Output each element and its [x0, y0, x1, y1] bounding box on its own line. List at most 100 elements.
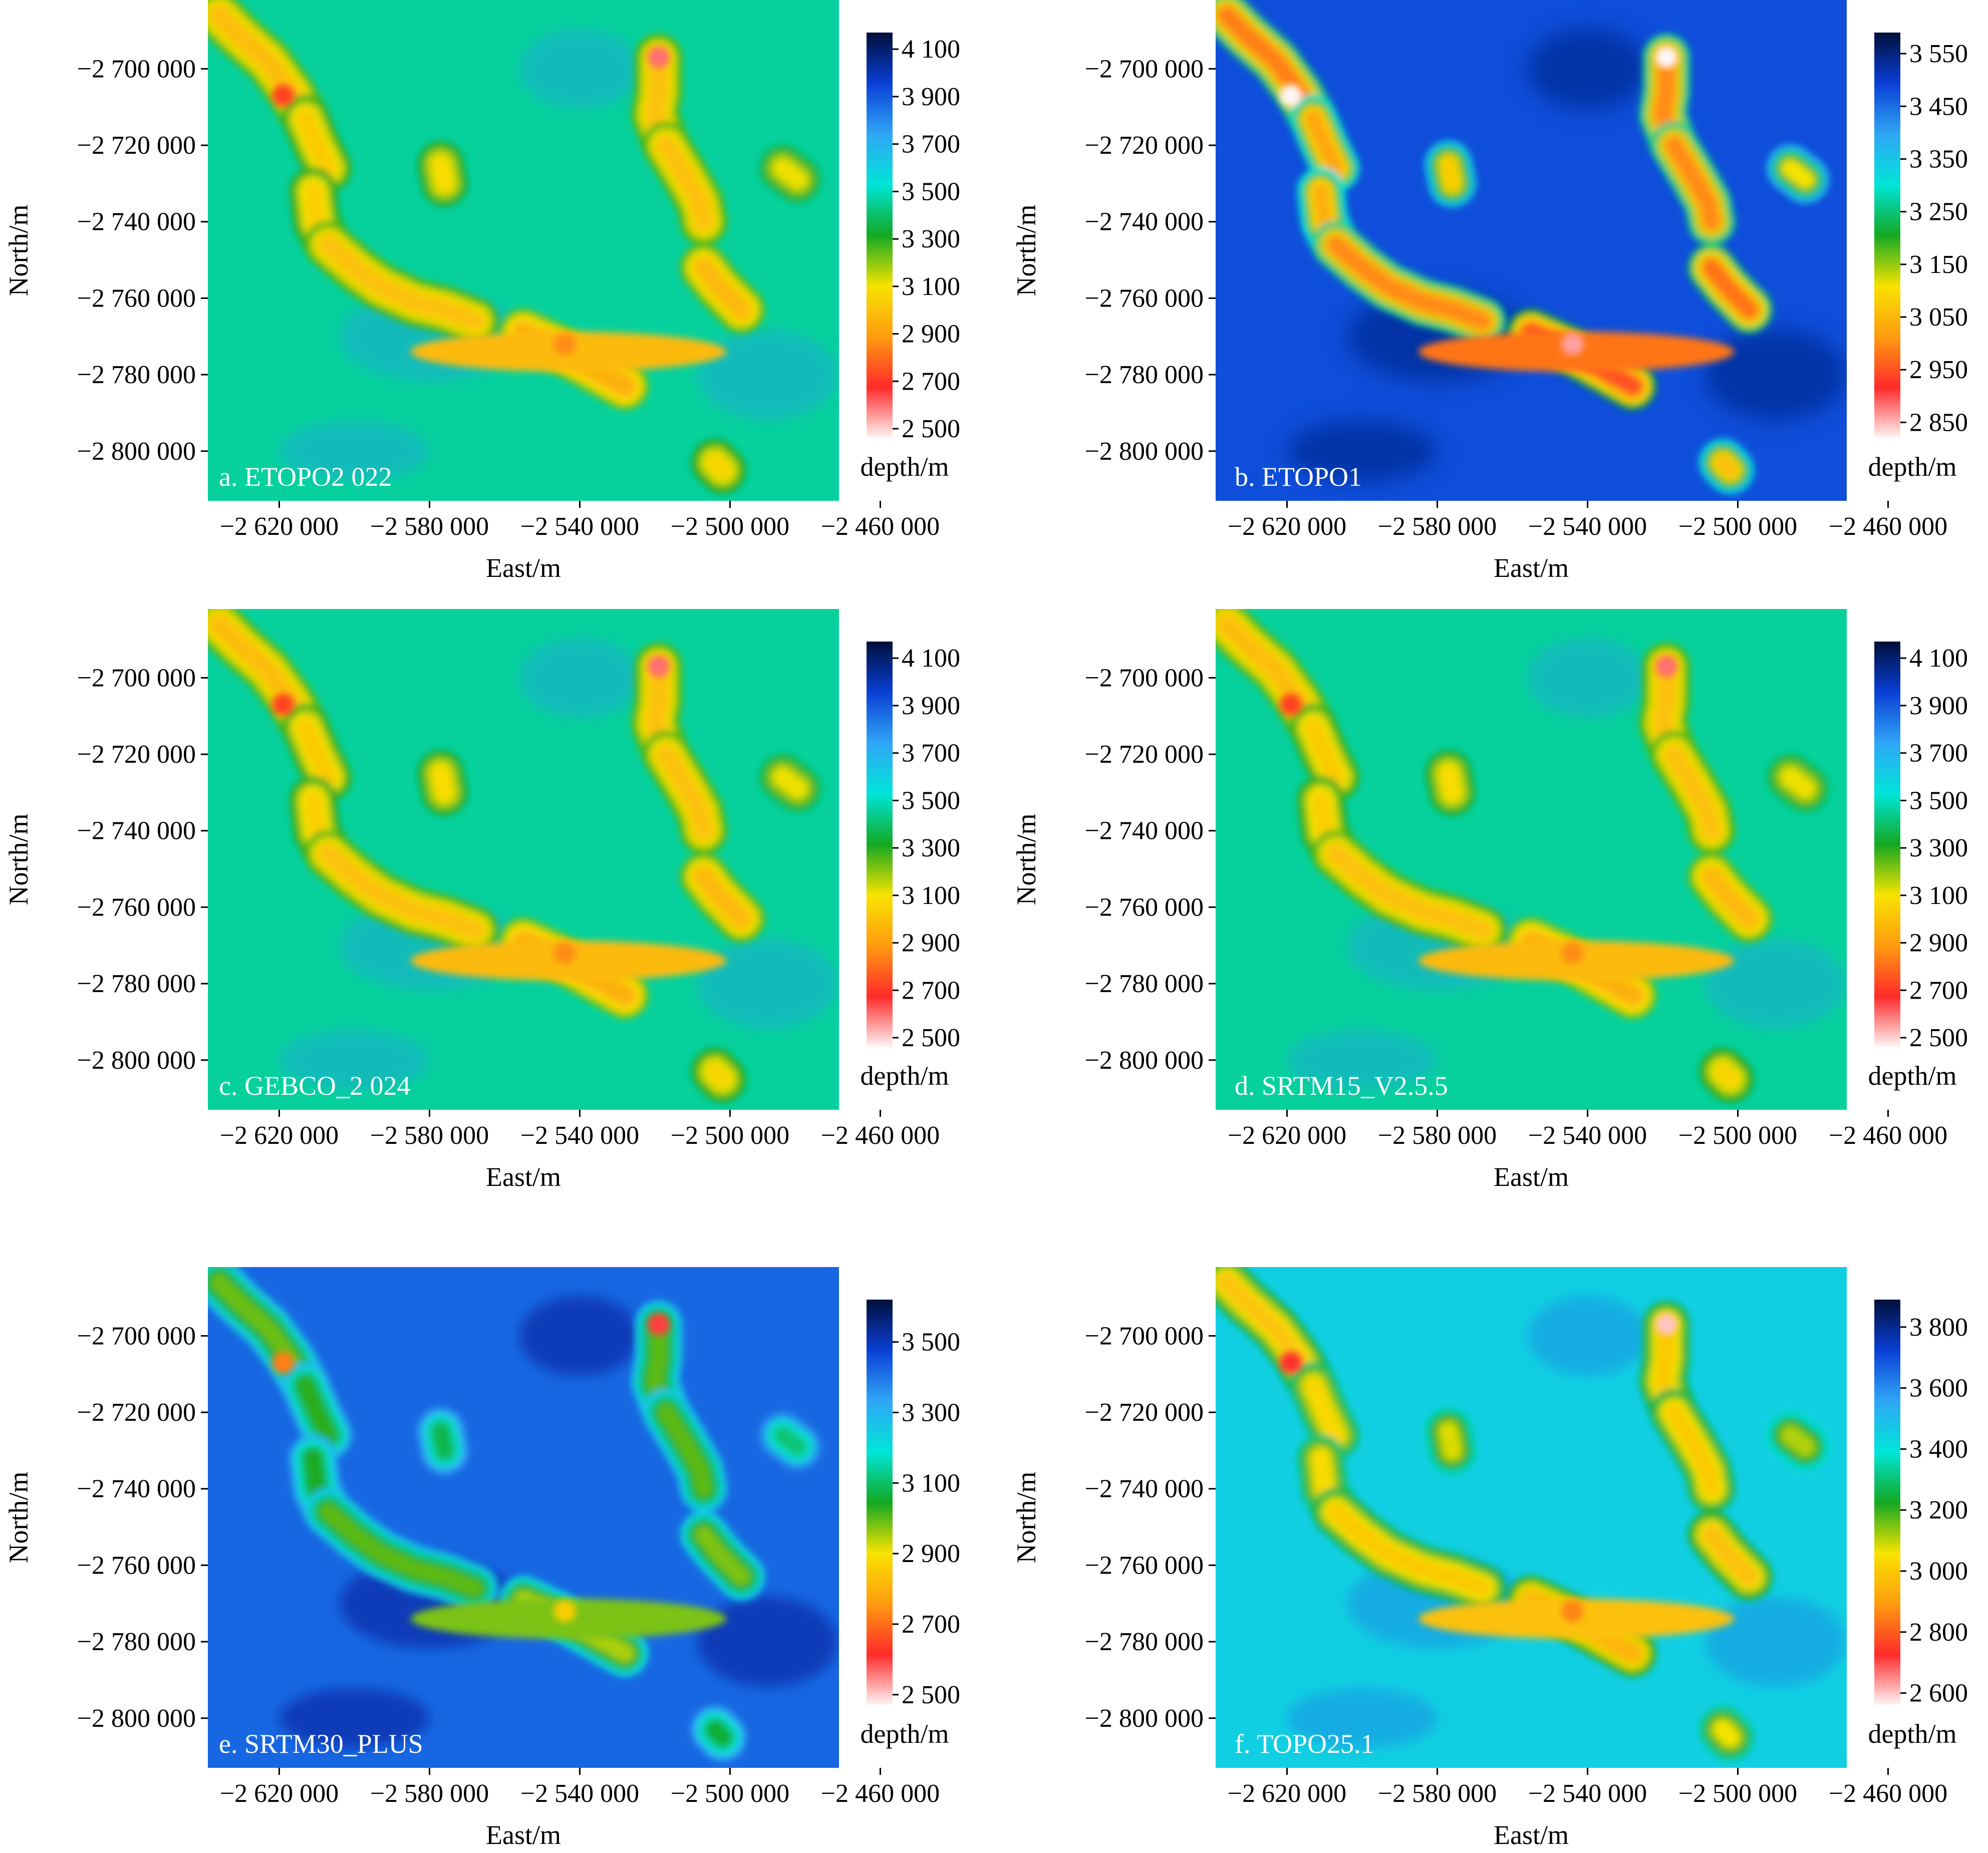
colorbar — [1874, 1300, 1900, 1705]
seamount-small-center — [1440, 765, 1461, 801]
colorbar-tick-label: 3 100 — [902, 1469, 960, 1497]
panel-c-gebco: c. GEBCO_2 024 −2 700 000 −2 720 000 −2 74… — [4, 609, 960, 1192]
colorbar-tick-label: 2 500 — [902, 415, 960, 443]
deep-basin — [519, 638, 640, 718]
ne-summit — [1655, 655, 1677, 678]
x-tick-label: −2 540 000 — [520, 512, 639, 541]
x-tick-label: −2 460 000 — [1829, 1779, 1947, 1808]
deep-basin — [279, 1030, 430, 1090]
y-tick-label: −2 780 000 — [1085, 1628, 1204, 1656]
east-isolated-seamount — [774, 159, 806, 188]
y-tick-label: −2 700 000 — [77, 664, 196, 692]
colorbar-tick-label: 2 700 — [902, 1610, 960, 1639]
x-tick-label: −2 460 000 — [821, 1121, 940, 1150]
y-tick-label: −2 740 000 — [77, 817, 196, 845]
deep-basin — [697, 1597, 838, 1687]
y-tick-label: −2 700 000 — [1085, 1322, 1204, 1350]
eastern-seamount-lower — [695, 868, 750, 928]
western-ridge-south — [1327, 1503, 1491, 1597]
seamount-small-center — [1440, 1423, 1461, 1459]
colorbar — [1874, 33, 1900, 438]
eastern-ridge-south — [1665, 137, 1720, 230]
western-ridge-south — [1327, 845, 1491, 939]
deep-basin — [1705, 1597, 1846, 1687]
y-tick-label: −2 760 000 — [77, 893, 196, 921]
plateau-summit — [553, 1600, 576, 1623]
x-tick-label: −2 580 000 — [370, 512, 489, 541]
colorbar-title: depth/m — [1868, 1719, 1957, 1749]
colorbar — [867, 642, 893, 1047]
colorbar-tick-label: 2 900 — [902, 1539, 960, 1568]
colorbar-tick-label: 3 700 — [902, 739, 960, 768]
western-ridge-south — [1327, 236, 1491, 330]
deep-basin — [279, 1688, 430, 1748]
east-isolated-seamount — [1782, 159, 1814, 188]
y-axis-title: North/m — [4, 1472, 34, 1564]
colorbar-tick-label: 2 900 — [1909, 929, 1968, 958]
deep-basin — [1527, 1296, 1648, 1376]
western-ridge-neck — [297, 719, 337, 786]
colorbar-tick-label: 2 900 — [902, 929, 960, 958]
x-tick-label: −2 580 000 — [1378, 1779, 1497, 1808]
colorbar — [867, 1300, 893, 1705]
western-ridge-neck — [297, 110, 337, 177]
y-tick-label: −2 780 000 — [77, 1628, 196, 1656]
eastern-seamount-lower — [695, 259, 750, 319]
colorbar-tick-label: 3 350 — [1909, 145, 1968, 173]
western-ridge-neck — [1305, 1377, 1344, 1444]
colorbar-tick-label: 2 500 — [902, 1024, 960, 1052]
colorbar-tick-label: 3 700 — [902, 130, 960, 159]
deep-basin — [1705, 939, 1846, 1029]
western-ridge-neck — [1305, 110, 1344, 177]
colorbar-title: depth/m — [1868, 452, 1957, 482]
deep-basin — [697, 939, 838, 1029]
eastern-seamount-lower — [1703, 259, 1758, 319]
western-ridge-neck — [297, 1377, 337, 1444]
western-ridge-south — [320, 236, 483, 330]
colorbar-tick-label: 3 900 — [902, 692, 960, 720]
colorbar-title: depth/m — [861, 1719, 949, 1749]
colorbar-tick-label: 2 600 — [1909, 1679, 1968, 1708]
y-tick-label: −2 800 000 — [77, 1046, 196, 1075]
nw-summit — [272, 693, 294, 716]
east-isolated-seamount — [774, 768, 806, 797]
y-tick-label: −2 700 000 — [77, 55, 196, 83]
western-ridge-south — [320, 1503, 483, 1597]
colorbar-tick-label: 3 100 — [1909, 881, 1968, 910]
x-tick-label: −2 460 000 — [1829, 1121, 1947, 1150]
panel-label: d. SRTM15_V2.5.5 — [1235, 1071, 1448, 1101]
colorbar-tick-label: 3 700 — [1909, 739, 1968, 768]
nw-summit — [1280, 1351, 1302, 1374]
deep-basin — [1287, 1688, 1438, 1748]
y-tick-label: −2 720 000 — [1085, 1398, 1204, 1427]
eastern-ridge-south — [1665, 746, 1720, 839]
y-tick-label: −2 720 000 — [77, 740, 196, 769]
plateau-summit — [1561, 1600, 1584, 1623]
deep-basin — [1527, 29, 1648, 109]
colorbar-tick-label: 3 050 — [1909, 303, 1968, 332]
nw-summit — [1280, 84, 1302, 107]
x-axis-title: East/m — [486, 553, 561, 583]
colorbar-tick-label: 2 950 — [1909, 356, 1968, 384]
nw-summit — [1280, 693, 1302, 716]
colorbar-tick-label: 3 550 — [1909, 40, 1968, 68]
colorbar-tick-label: 2 700 — [902, 367, 960, 396]
y-tick-label: −2 780 000 — [77, 361, 196, 389]
x-tick-label: −2 620 000 — [220, 1779, 339, 1808]
colorbar-tick-label: 3 200 — [1909, 1496, 1968, 1524]
x-tick-label: −2 540 000 — [1528, 1779, 1647, 1808]
y-axis-title: North/m — [4, 205, 34, 296]
colorbar-tick-label: 2 500 — [902, 1681, 960, 1709]
x-tick-label: −2 580 000 — [1378, 512, 1497, 541]
plateau-summit — [1561, 942, 1584, 965]
colorbar-tick-label: 3 300 — [902, 225, 960, 253]
plateau-summit — [553, 333, 576, 356]
colorbar-title: depth/m — [861, 1061, 949, 1091]
colorbar-tick-label: 3 450 — [1909, 92, 1968, 121]
deep-basin — [519, 29, 640, 109]
panel-f-topo25: f. TOPO25.1 −2 700 000 −2 720 000 −2 740 0… — [1011, 1267, 1968, 1850]
x-axis-title: East/m — [1494, 1820, 1569, 1850]
y-tick-label: −2 740 000 — [77, 1475, 196, 1503]
panel-e-srtm30: e. SRTM30_PLUS −2 700 000 −2 720 000 −2 74… — [4, 1267, 960, 1850]
